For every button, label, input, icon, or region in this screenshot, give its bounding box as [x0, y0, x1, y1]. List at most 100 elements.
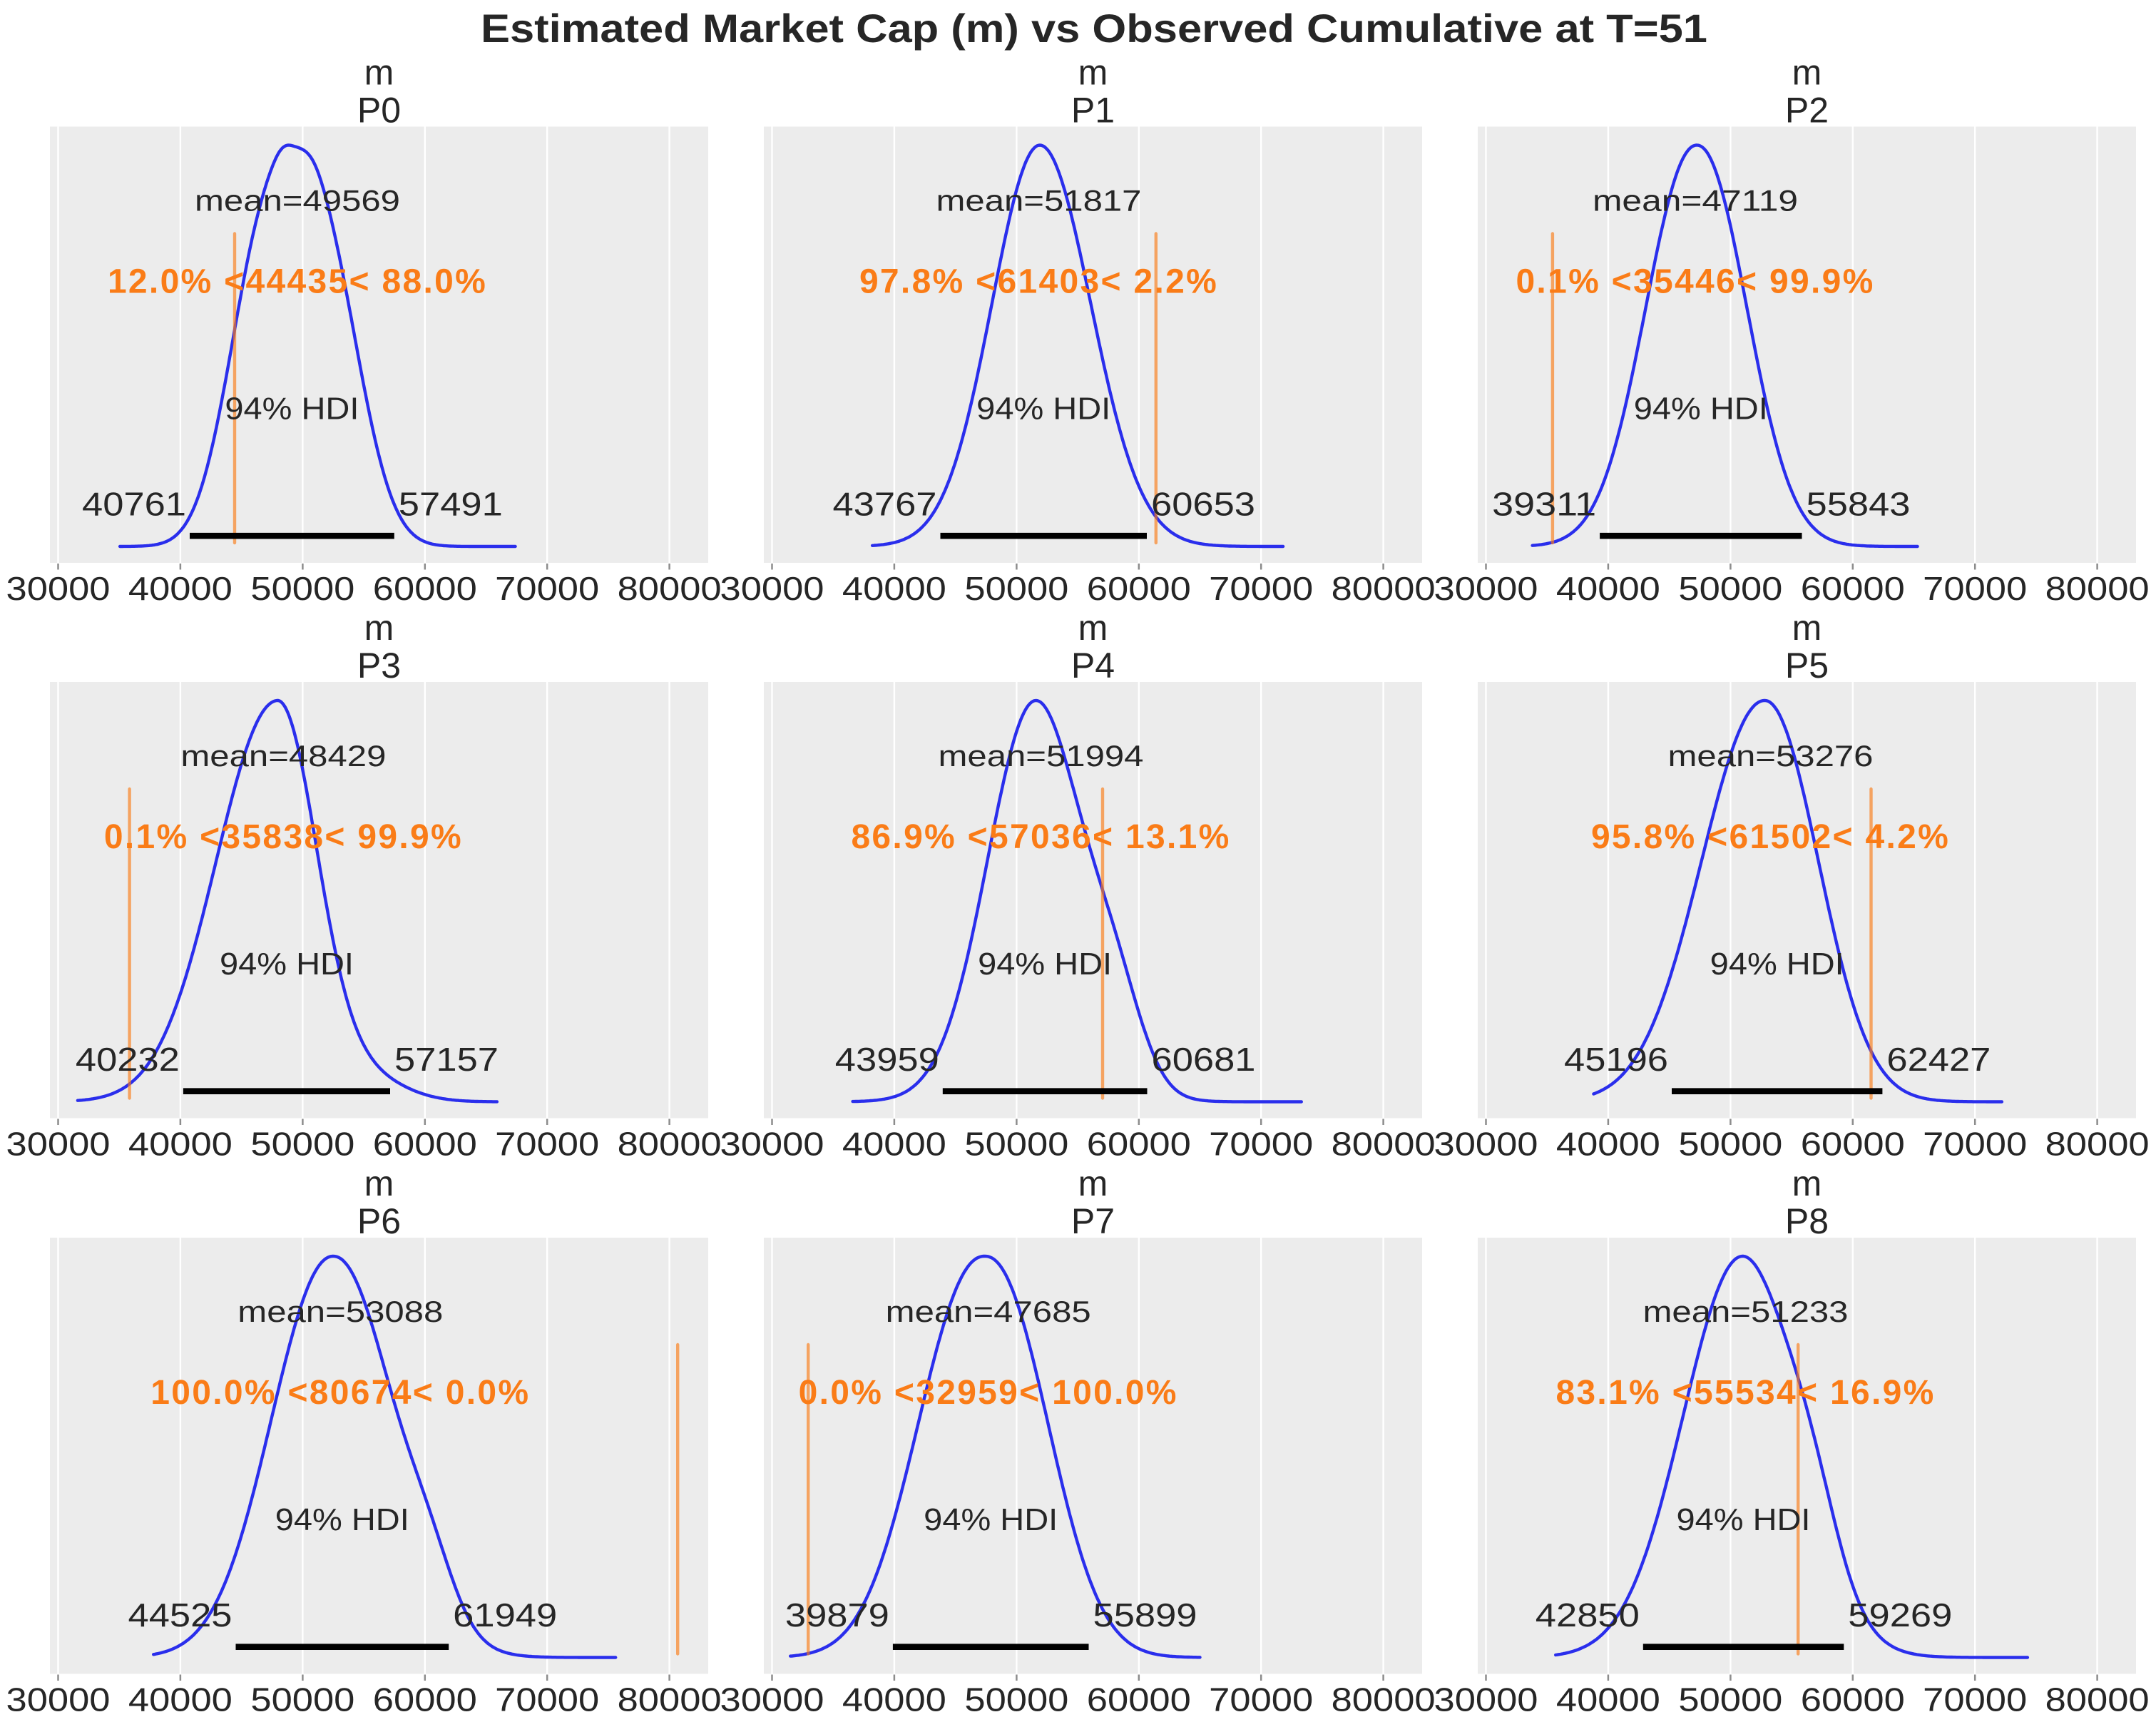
svg-text:40000: 40000 — [842, 1126, 946, 1163]
svg-text:57157: 57157 — [394, 1041, 499, 1078]
svg-text:80000: 80000 — [618, 1126, 722, 1163]
svg-text:m: m — [364, 608, 394, 648]
svg-text:0.0% <32959< 100.0%: 0.0% <32959< 100.0% — [799, 1374, 1178, 1412]
svg-text:mean=47685: mean=47685 — [886, 1295, 1091, 1328]
svg-text:80000: 80000 — [2045, 1126, 2150, 1163]
svg-text:m: m — [1078, 53, 1108, 93]
svg-text:40000: 40000 — [842, 570, 946, 607]
svg-text:55843: 55843 — [1807, 486, 1911, 523]
svg-text:83.1% <55534< 16.9%: 83.1% <55534< 16.9% — [1555, 1374, 1935, 1412]
svg-text:30000: 30000 — [6, 570, 111, 607]
svg-text:94% HDI: 94% HDI — [1710, 947, 1844, 982]
svg-text:86.9% <57036< 13.1%: 86.9% <57036< 13.1% — [851, 818, 1230, 856]
svg-text:42850: 42850 — [1536, 1596, 1640, 1634]
svg-text:80000: 80000 — [1332, 1681, 1436, 1718]
svg-text:m: m — [1078, 608, 1108, 648]
svg-text:80000: 80000 — [618, 1681, 722, 1718]
svg-text:30000: 30000 — [1434, 570, 1538, 607]
svg-text:0.1% <35838< 99.9%: 0.1% <35838< 99.9% — [104, 818, 463, 856]
svg-text:P3: P3 — [357, 646, 401, 686]
svg-text:70000: 70000 — [1923, 1126, 2027, 1163]
svg-text:mean=49569: mean=49569 — [195, 184, 400, 218]
svg-text:60000: 60000 — [1087, 570, 1191, 607]
svg-text:43959: 43959 — [835, 1041, 939, 1078]
svg-text:50000: 50000 — [964, 1681, 1068, 1718]
svg-text:50000: 50000 — [250, 1126, 354, 1163]
svg-text:39879: 39879 — [785, 1596, 889, 1634]
svg-text:70000: 70000 — [495, 570, 599, 607]
svg-text:12.0% <44435< 88.0%: 12.0% <44435< 88.0% — [108, 263, 487, 301]
svg-text:100.0% <80674< 0.0%: 100.0% <80674< 0.0% — [150, 1374, 530, 1412]
svg-text:95.8% <61502< 4.2%: 95.8% <61502< 4.2% — [1591, 818, 1950, 856]
svg-text:40232: 40232 — [76, 1041, 180, 1078]
svg-text:60681: 60681 — [1152, 1041, 1256, 1078]
svg-text:61949: 61949 — [453, 1596, 557, 1634]
svg-text:40000: 40000 — [842, 1681, 946, 1718]
svg-text:mean=53088: mean=53088 — [237, 1295, 443, 1328]
svg-text:60000: 60000 — [1087, 1126, 1191, 1163]
svg-text:70000: 70000 — [1209, 1681, 1313, 1718]
svg-text:94% HDI: 94% HDI — [978, 947, 1112, 982]
svg-text:P0: P0 — [357, 91, 401, 131]
svg-text:P4: P4 — [1071, 646, 1115, 686]
svg-text:70000: 70000 — [1923, 1681, 2027, 1718]
svg-text:30000: 30000 — [1434, 1681, 1538, 1718]
svg-text:30000: 30000 — [6, 1681, 111, 1718]
svg-text:m: m — [1078, 1163, 1108, 1203]
svg-text:60000: 60000 — [373, 1681, 477, 1718]
svg-text:39311: 39311 — [1492, 486, 1596, 523]
svg-text:60000: 60000 — [1801, 1681, 1905, 1718]
svg-text:40000: 40000 — [128, 1126, 233, 1163]
svg-text:Estimated Market Cap (m) vs Ob: Estimated Market Cap (m) vs Observed Cum… — [481, 6, 1707, 51]
svg-text:94% HDI: 94% HDI — [275, 1502, 409, 1537]
svg-text:94% HDI: 94% HDI — [1634, 392, 1768, 427]
svg-text:40000: 40000 — [1556, 570, 1660, 607]
svg-text:94% HDI: 94% HDI — [1677, 1502, 1811, 1537]
svg-text:40000: 40000 — [128, 1681, 233, 1718]
svg-text:50000: 50000 — [1678, 1681, 1782, 1718]
svg-text:60000: 60000 — [1087, 1681, 1191, 1718]
svg-text:70000: 70000 — [495, 1126, 599, 1163]
svg-text:94% HDI: 94% HDI — [976, 392, 1110, 427]
svg-text:50000: 50000 — [1678, 570, 1782, 607]
svg-text:m: m — [1792, 53, 1822, 93]
svg-text:40761: 40761 — [82, 486, 186, 523]
svg-text:m: m — [364, 1163, 394, 1203]
svg-text:60000: 60000 — [1801, 1126, 1905, 1163]
svg-text:50000: 50000 — [964, 570, 1068, 607]
svg-text:m: m — [1792, 1163, 1822, 1203]
svg-text:50000: 50000 — [964, 1126, 1068, 1163]
svg-text:50000: 50000 — [1678, 1126, 1782, 1163]
svg-text:55899: 55899 — [1093, 1596, 1197, 1634]
svg-text:mean=47119: mean=47119 — [1593, 184, 1798, 218]
svg-text:70000: 70000 — [495, 1681, 599, 1718]
svg-text:mean=53276: mean=53276 — [1668, 739, 1874, 773]
svg-text:70000: 70000 — [1209, 570, 1313, 607]
svg-text:94% HDI: 94% HDI — [225, 392, 359, 427]
svg-text:m: m — [1792, 608, 1822, 648]
svg-text:60000: 60000 — [373, 570, 477, 607]
svg-text:80000: 80000 — [2045, 570, 2150, 607]
svg-text:57491: 57491 — [399, 486, 503, 523]
svg-text:70000: 70000 — [1209, 1126, 1313, 1163]
svg-text:40000: 40000 — [1556, 1126, 1660, 1163]
svg-text:59269: 59269 — [1848, 1596, 1952, 1634]
svg-text:P1: P1 — [1071, 91, 1115, 131]
svg-text:mean=51817: mean=51817 — [936, 184, 1142, 218]
svg-text:43767: 43767 — [833, 486, 937, 523]
svg-text:94% HDI: 94% HDI — [924, 1502, 1058, 1537]
svg-text:mean=51994: mean=51994 — [939, 739, 1144, 773]
svg-text:80000: 80000 — [2045, 1681, 2150, 1718]
svg-text:80000: 80000 — [618, 570, 722, 607]
svg-text:0.1% <35446< 99.9%: 0.1% <35446< 99.9% — [1516, 263, 1874, 301]
svg-text:P8: P8 — [1785, 1201, 1829, 1241]
svg-text:30000: 30000 — [6, 1126, 111, 1163]
svg-text:P6: P6 — [357, 1201, 401, 1241]
svg-text:30000: 30000 — [1434, 1126, 1538, 1163]
svg-text:30000: 30000 — [720, 1681, 824, 1718]
svg-text:70000: 70000 — [1923, 570, 2027, 607]
svg-text:30000: 30000 — [720, 570, 824, 607]
svg-text:60653: 60653 — [1151, 486, 1255, 523]
svg-text:30000: 30000 — [720, 1126, 824, 1163]
svg-text:44525: 44525 — [128, 1596, 233, 1634]
